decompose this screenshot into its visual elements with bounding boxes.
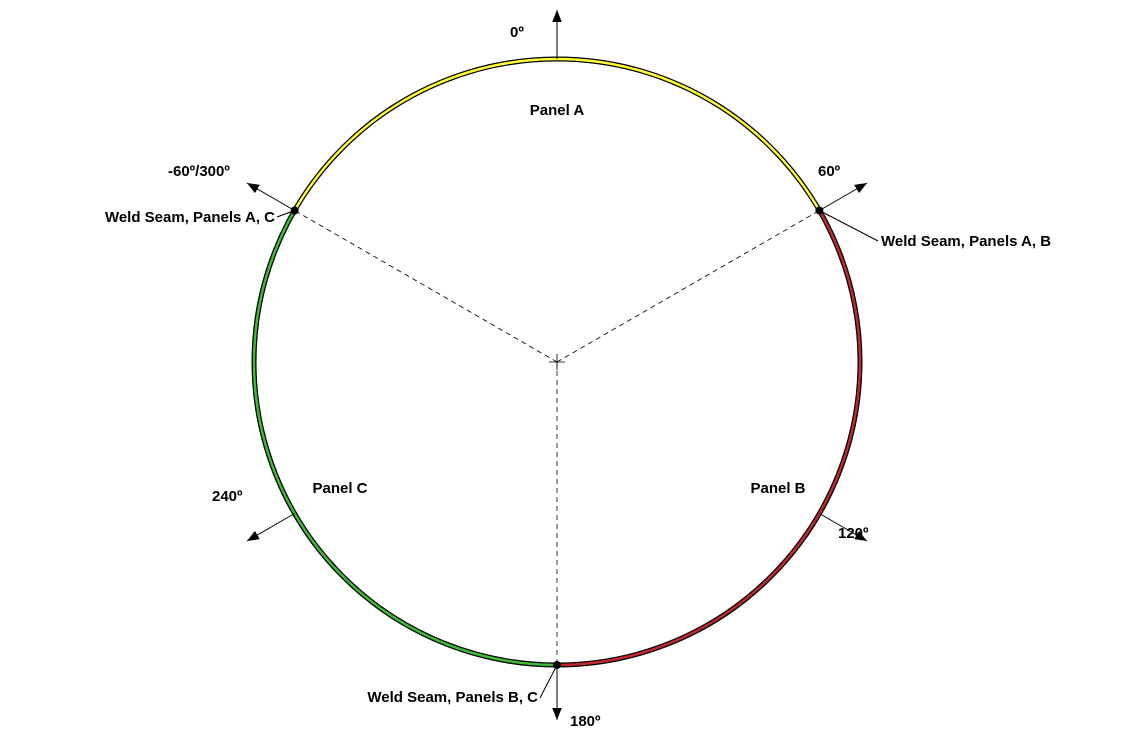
center-cross — [549, 354, 565, 370]
panel-c-arc — [252, 209, 558, 667]
seam-label: Weld Seam, Panels A, C — [105, 209, 275, 226]
panel-a-arc — [293, 57, 821, 212]
angle-label: 120º — [838, 525, 869, 542]
panel-label: Panel C — [312, 480, 367, 497]
angle-label: -60º/300º — [168, 163, 230, 180]
seam-label: Weld Seam, Panels B, C — [367, 689, 538, 706]
angle-label: 240º — [212, 488, 243, 505]
angle-label: 60º — [818, 163, 841, 180]
panel-label: Panel B — [750, 480, 805, 497]
angle-label: 180º — [570, 713, 601, 730]
panel-label: Panel A — [530, 102, 585, 119]
angle-arrows — [246, 10, 868, 720]
radii — [294, 210, 820, 665]
panel-b-arc — [556, 209, 862, 667]
angle-label: 0º — [510, 24, 524, 41]
leaders — [276, 210, 879, 699]
seam-label: Weld Seam, Panels A, B — [881, 233, 1051, 250]
